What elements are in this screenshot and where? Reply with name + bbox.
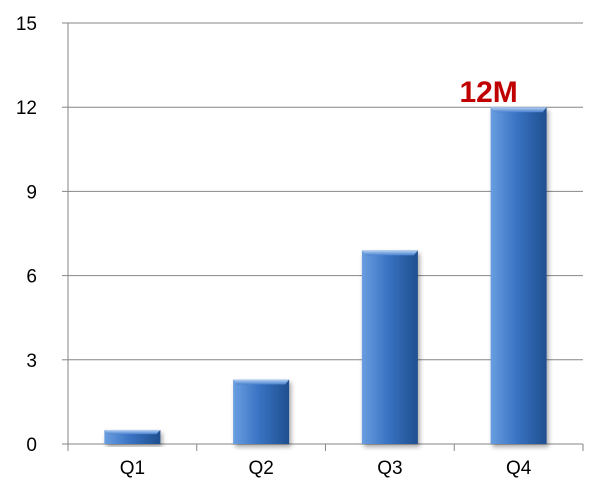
y-tick-label-3: 9	[26, 182, 37, 203]
data-label-q4: 12M	[459, 76, 517, 109]
bar-q3	[361, 250, 418, 444]
bars	[104, 107, 547, 444]
bar-bevel-q1	[104, 429, 161, 435]
bar-q1	[104, 429, 161, 444]
y-tick-label-5: 15	[16, 14, 37, 35]
y-tick-label-1: 3	[26, 351, 37, 372]
x-tick-label-q4: Q4	[506, 458, 532, 479]
x-tick-label-q2: Q2	[248, 458, 273, 479]
bar-body-q3	[361, 250, 418, 444]
labels: Q1 Q2 Q3 Q4 12M	[120, 76, 532, 479]
y-tick-label-4: 12	[16, 98, 37, 119]
x-tick-label-q3: Q3	[377, 458, 402, 479]
bar-bevel-q2	[233, 379, 290, 385]
bar-q4	[490, 107, 547, 444]
bar-body-q2	[233, 379, 290, 444]
bar-bevel-q4	[490, 107, 547, 113]
bar-bevel-q3	[361, 250, 418, 256]
bar-q2	[233, 379, 290, 444]
bar-body-q4	[490, 107, 547, 444]
y-tick-label-2: 6	[26, 267, 37, 288]
y-tick-label-0: 0	[26, 435, 37, 456]
x-tick-label-q1: Q1	[120, 458, 145, 479]
